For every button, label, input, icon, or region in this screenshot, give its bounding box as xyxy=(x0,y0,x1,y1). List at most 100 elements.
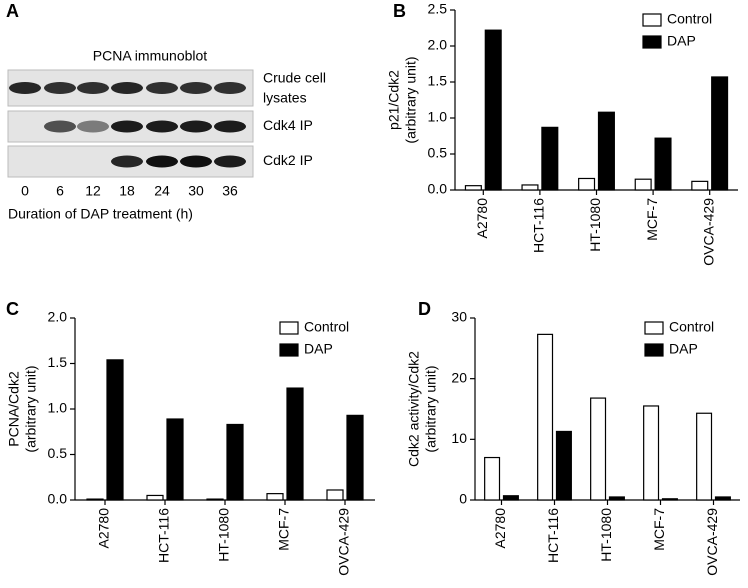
legend-label: DAP xyxy=(304,341,333,357)
panel-label: D xyxy=(418,299,431,319)
blot-row-label: lysates xyxy=(263,90,307,106)
y-axis-label: (arbitrary unit) xyxy=(23,365,39,452)
bar xyxy=(696,412,713,501)
x-tick-label: HT-1080 xyxy=(598,508,614,562)
bar xyxy=(537,333,554,501)
bar xyxy=(521,184,539,191)
bar xyxy=(106,359,124,501)
x-tick-label: OVCA-429 xyxy=(700,198,716,266)
y-axis-label: (arbitrary unit) xyxy=(423,365,439,452)
bar xyxy=(266,493,284,501)
x-tick-label: HCT-116 xyxy=(156,508,172,563)
y-tick-label: 1.5 xyxy=(428,73,448,89)
blot-band xyxy=(9,82,41,94)
legend-label: DAP xyxy=(667,33,696,49)
legend-label: Control xyxy=(669,319,714,335)
bar xyxy=(634,178,652,191)
lane-label: 18 xyxy=(119,183,135,199)
y-axis-label: (arbitrary unit) xyxy=(403,56,419,143)
blot-band xyxy=(146,155,178,168)
bar xyxy=(346,414,364,501)
bar xyxy=(484,29,502,191)
bar xyxy=(166,418,184,501)
lane-label: 30 xyxy=(188,183,204,199)
legend-swatch xyxy=(644,343,664,357)
blot-band xyxy=(77,82,109,94)
bar xyxy=(86,498,104,501)
blot-band xyxy=(214,120,246,133)
lane-label: 0 xyxy=(21,183,29,199)
x-tick-label: MCF-7 xyxy=(651,508,667,551)
bar xyxy=(643,405,660,501)
legend-swatch xyxy=(642,35,662,49)
legend-swatch xyxy=(279,343,299,357)
bar xyxy=(711,76,729,191)
y-tick-label: 2.0 xyxy=(48,309,68,325)
y-tick-label: 2.5 xyxy=(428,1,448,17)
y-tick-label: 30 xyxy=(451,309,467,325)
bar xyxy=(464,185,482,191)
bar xyxy=(661,498,678,501)
blot-band xyxy=(214,82,246,94)
y-tick-label: 0.5 xyxy=(428,145,448,161)
bar xyxy=(206,498,224,501)
bar xyxy=(226,423,244,501)
x-tick-label: HT-1080 xyxy=(587,198,603,252)
x-tick-label: MCF-7 xyxy=(644,198,660,241)
panel-label: B xyxy=(393,1,406,21)
y-tick-label: 2.0 xyxy=(428,37,448,53)
y-tick-label: 20 xyxy=(451,369,467,385)
y-tick-label: 0 xyxy=(459,491,467,507)
x-tick-label: A2780 xyxy=(96,508,112,549)
y-tick-label: 1.5 xyxy=(48,354,68,370)
bar xyxy=(578,177,596,191)
x-tick-label: A2780 xyxy=(474,198,490,239)
x-tick-label: OVCA-429 xyxy=(336,508,352,576)
y-tick-label: 0.0 xyxy=(428,181,448,197)
x-tick-label: MCF-7 xyxy=(276,508,292,551)
x-tick-label: A2780 xyxy=(492,508,508,549)
legend-swatch xyxy=(644,321,664,335)
y-tick-label: 1.0 xyxy=(48,400,68,416)
bar xyxy=(590,397,607,501)
x-tick-label: HCT-116 xyxy=(545,508,561,563)
blot-row-label: Crude cell xyxy=(263,70,326,86)
blot-band xyxy=(111,120,143,133)
blot-band xyxy=(214,155,246,168)
bar xyxy=(597,111,615,191)
bar xyxy=(286,387,304,501)
blot-band xyxy=(44,82,76,94)
bar xyxy=(608,496,625,501)
panel-label: A xyxy=(6,1,19,21)
x-tick-label: HT-1080 xyxy=(216,508,232,562)
bar xyxy=(654,137,672,191)
blot-band xyxy=(146,120,178,133)
bar xyxy=(484,456,501,501)
bar xyxy=(691,180,709,191)
x-tick-label: OVCA-429 xyxy=(704,508,720,576)
x-tick-label: HCT-116 xyxy=(531,198,547,253)
bar xyxy=(555,430,572,501)
blot-band xyxy=(77,120,109,133)
blot-band xyxy=(146,82,178,94)
blot-row-label: Cdk2 IP xyxy=(263,152,313,168)
bar xyxy=(502,495,519,501)
y-axis-label: Cdk2 activity/Cdk2 xyxy=(406,351,422,467)
blot-row-label: Cdk4 IP xyxy=(263,117,313,133)
blot-band xyxy=(180,82,212,94)
legend-swatch xyxy=(279,321,299,335)
y-tick-label: 0.0 xyxy=(48,491,68,507)
legend-label: Control xyxy=(304,319,349,335)
y-tick-label: 10 xyxy=(451,430,467,446)
blot-band xyxy=(111,82,143,94)
legend-label: DAP xyxy=(669,341,698,357)
blot-band xyxy=(180,155,212,168)
blot-xlabel: Duration of DAP treatment (h) xyxy=(8,206,193,222)
y-tick-label: 1.0 xyxy=(428,109,448,125)
y-tick-label: 0.5 xyxy=(48,445,68,461)
bar xyxy=(714,496,731,501)
blot-band xyxy=(111,155,143,168)
panel-label: C xyxy=(6,299,19,319)
bar xyxy=(146,494,164,501)
